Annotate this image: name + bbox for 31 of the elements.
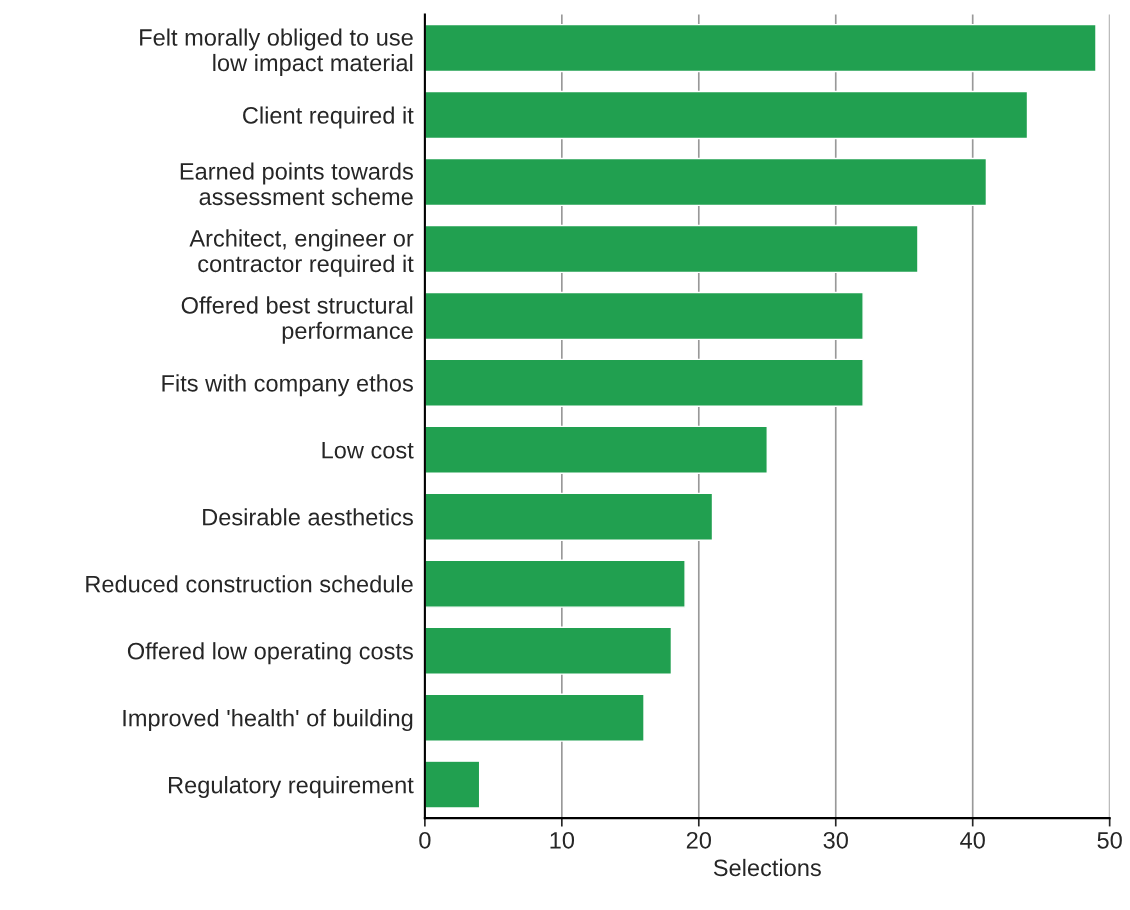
y-tick-label: Offered low operating costs <box>127 642 413 665</box>
y-tick-label: Improved 'health' of building <box>123 709 413 732</box>
y-tick-label: Fits with company ethos <box>162 374 413 397</box>
x-tick-label: 10 <box>550 831 575 849</box>
bar <box>424 90 1029 140</box>
y-tick-label: Earned points towards assessment scheme <box>180 162 413 206</box>
x-tick-label: 40 <box>960 831 985 849</box>
x-tick-label: 30 <box>823 831 848 849</box>
bar <box>424 291 864 341</box>
x-tick-label: 20 <box>686 831 711 849</box>
y-tick-label: Felt morally obliged to use low impact material <box>140 28 413 76</box>
bar <box>424 425 768 474</box>
y-tick-label: Reduced construction schedule <box>86 575 413 593</box>
bar <box>424 760 481 809</box>
x-axis-title: Selections <box>713 858 821 877</box>
bar <box>424 157 988 207</box>
x-tick-label: 0 <box>419 831 431 849</box>
bar <box>424 358 864 407</box>
y-tick-label: Desirable aesthetics <box>203 508 413 526</box>
y-tick-label: Architect, engineer or contractor required it <box>189 229 414 277</box>
bar <box>424 559 686 608</box>
bar <box>424 23 1097 73</box>
y-tick-label: Client required it <box>243 106 414 129</box>
y-tick-label: Offered best structural performance <box>181 296 413 344</box>
y-tick-label: Low cost <box>322 442 414 459</box>
bar <box>424 224 919 274</box>
bar <box>424 492 714 541</box>
y-tick-label: Regulatory requirement <box>169 776 414 799</box>
bar <box>424 626 673 675</box>
x-tick-label: 50 <box>1097 831 1122 849</box>
bar <box>424 693 645 742</box>
